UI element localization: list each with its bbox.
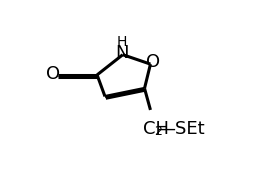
Text: H: H [116, 35, 126, 49]
Text: CH: CH [142, 120, 168, 138]
Text: N: N [115, 44, 128, 62]
Text: 2: 2 [153, 125, 161, 138]
Text: O: O [146, 53, 160, 71]
Text: O: O [45, 65, 59, 83]
Text: —SEt: —SEt [157, 120, 204, 138]
